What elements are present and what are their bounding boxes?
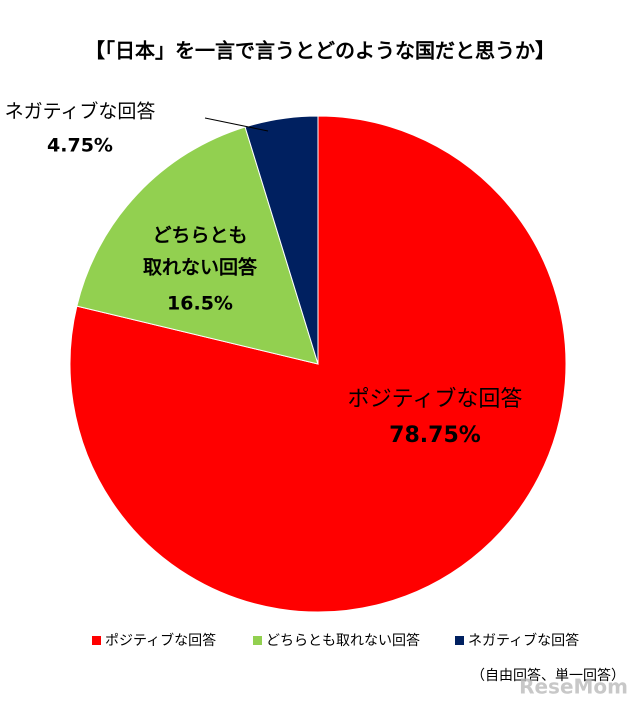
legend-label: ネガティブな回答 bbox=[468, 632, 579, 649]
value-label: 16.5% bbox=[167, 293, 233, 315]
watermark: ReseMom bbox=[519, 675, 628, 699]
leader-line bbox=[204, 117, 269, 132]
slice-label: ネガティブな回答 bbox=[5, 100, 156, 123]
chart-title: 【「日本」を一言で言うとどのような国だと思うか】 bbox=[85, 39, 555, 63]
pie-slice bbox=[244, 115, 319, 365]
legend-label: ポジティブな回答 bbox=[105, 632, 216, 649]
note: （自由回答、単一回答） bbox=[471, 667, 625, 684]
pie-slice bbox=[76, 126, 319, 365]
legend-swatch bbox=[253, 636, 262, 645]
legend-swatch bbox=[455, 636, 464, 645]
legend-label: どちらとも取れない回答 bbox=[266, 632, 420, 649]
value-label: 78.75% bbox=[389, 423, 481, 448]
slice-label: ポジティブな回答 bbox=[348, 387, 523, 412]
slice-label: どちらとも bbox=[152, 225, 247, 247]
value-label: 4.75% bbox=[47, 135, 113, 157]
legend-swatch bbox=[92, 636, 101, 645]
slice-label: 取れない回答 bbox=[143, 256, 258, 279]
